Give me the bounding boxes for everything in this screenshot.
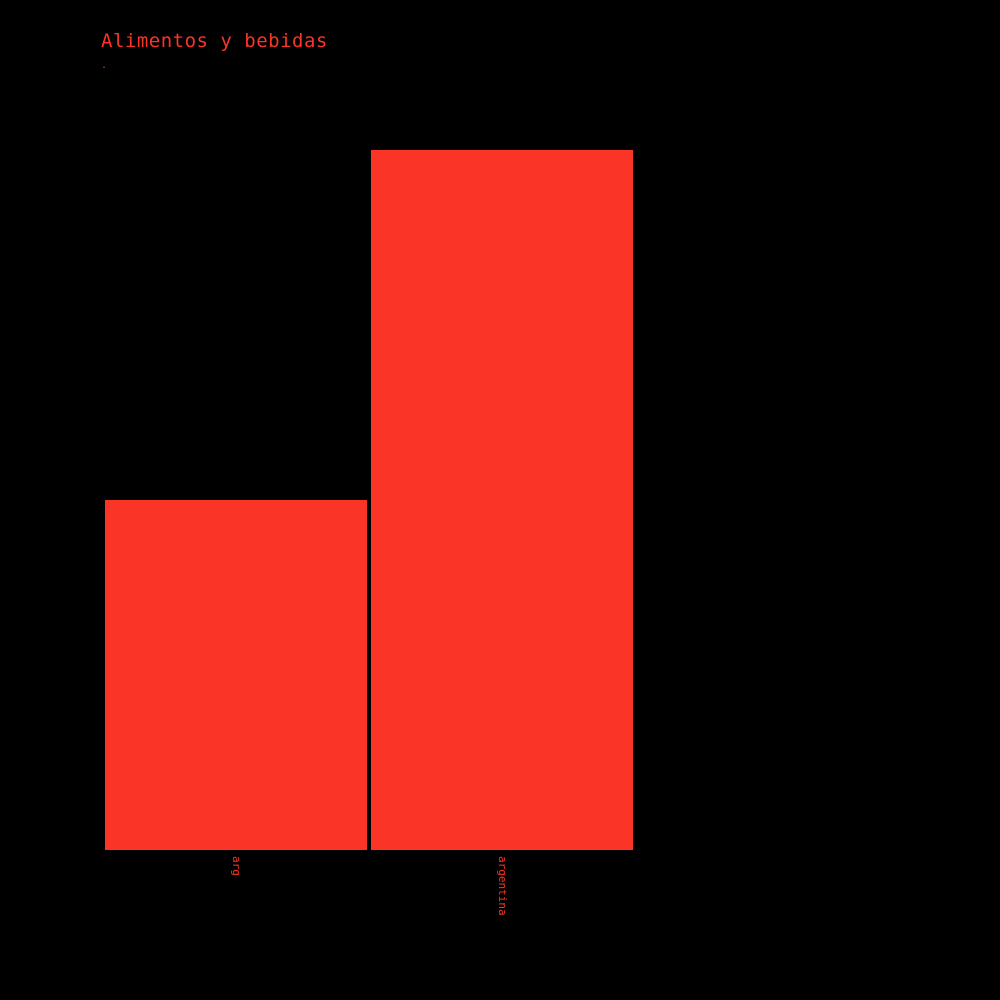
chart-title: Alimentos y bebidas bbox=[101, 30, 328, 52]
bar-argentina bbox=[371, 150, 633, 850]
x-tick-labels: arg argentina bbox=[230, 856, 509, 916]
chart-subtitle: . bbox=[101, 60, 108, 71]
bar-arg bbox=[105, 500, 367, 850]
x-tick-label-arg: arg bbox=[230, 856, 243, 876]
x-tick-label-argentina: argentina bbox=[496, 856, 509, 916]
bars-group bbox=[105, 150, 633, 850]
